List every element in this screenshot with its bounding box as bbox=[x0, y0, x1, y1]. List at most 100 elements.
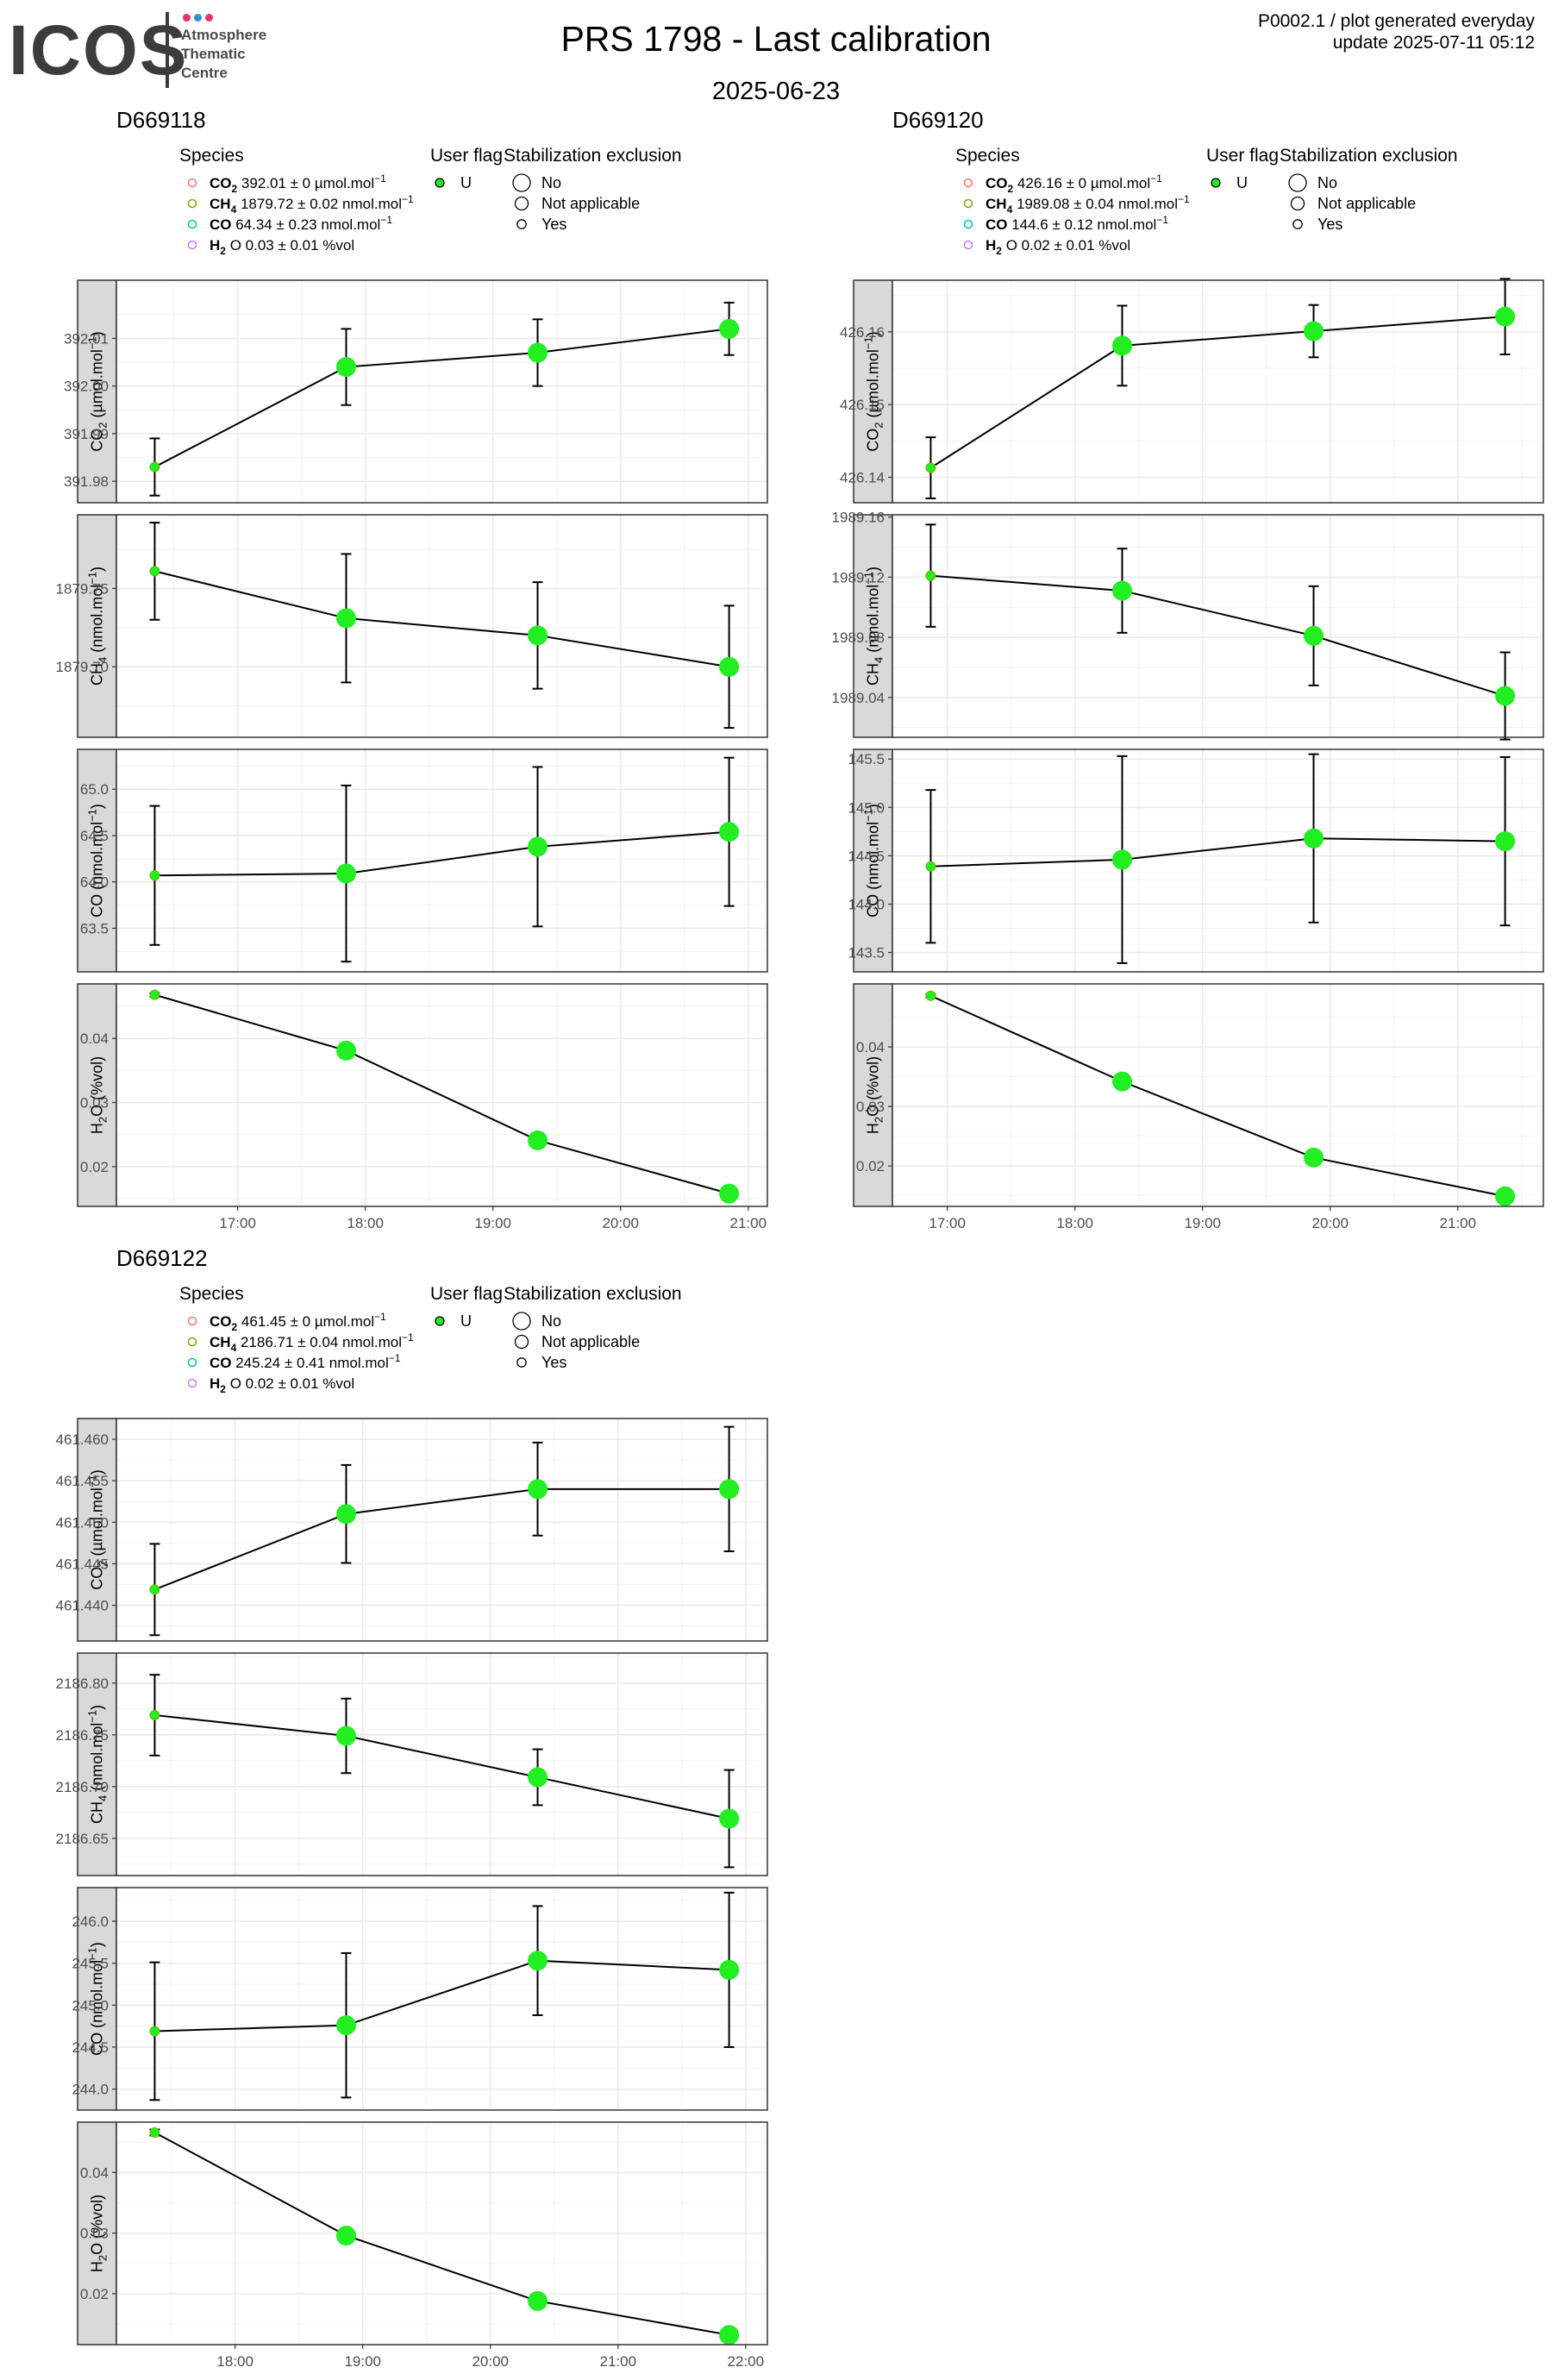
unit-superscript: −1 bbox=[1156, 214, 1168, 226]
y-tick-label: 0.03 bbox=[80, 1095, 109, 1112]
species-entry: CO 245.24 ± 0.41 nmol.mol−1 bbox=[210, 1352, 401, 1371]
species-key bbox=[187, 240, 197, 250]
species-value: 461.45 ± 0 µmol.mol bbox=[237, 1313, 374, 1330]
y-tick-label: 144.0 bbox=[848, 896, 885, 912]
user-flag-legend-title: User flag bbox=[1206, 146, 1279, 166]
species-entry: CO 64.34 ± 0.23 nmol.mol−1 bbox=[210, 214, 392, 233]
stabilization-entry: No bbox=[1317, 174, 1337, 191]
species-entry: CH4 1879.72 ± 0.02 nmol.mol−1 bbox=[210, 193, 414, 216]
user-flag-legend: User flag U bbox=[1206, 146, 1279, 191]
data-point bbox=[1495, 1186, 1516, 1206]
ylabel-subscript: 2 bbox=[97, 422, 110, 428]
device-title: D669118 bbox=[116, 107, 206, 133]
species-subscript: 2 bbox=[1008, 183, 1014, 195]
species-value: 2186.71 ± 0.04 nmol.mol bbox=[236, 1334, 402, 1350]
species-subscript: 4 bbox=[231, 204, 237, 216]
stabilization-key bbox=[514, 196, 529, 211]
ylabel-species: H bbox=[89, 2261, 106, 2272]
ylabel-superscript: −1 bbox=[86, 572, 99, 585]
data-point bbox=[719, 1959, 740, 1980]
y-tick-label: 0.04 bbox=[80, 1030, 109, 1047]
ylabel-superscript: −1 bbox=[862, 336, 875, 349]
y-tick-label: 391.98 bbox=[64, 473, 109, 490]
species-key bbox=[187, 1378, 197, 1388]
y-tick-label: 1879.75 bbox=[56, 580, 109, 597]
panel-strip bbox=[77, 748, 117, 973]
species-value: 1989.08 ± 0.04 nmol.mol bbox=[1012, 196, 1178, 212]
panel-co2: CO2 (µmol.mol−1) 426.14 426.15 426.16 bbox=[840, 278, 1544, 504]
ylabel-unit: (µmol.mol bbox=[865, 349, 882, 422]
data-point bbox=[719, 318, 740, 339]
species-key bbox=[187, 198, 197, 209]
ylabel-unit: O (%vol) bbox=[89, 2195, 106, 2255]
ylabel-superscript: −1 bbox=[86, 1475, 99, 1488]
panel-ylabel: CH4 (nmol.mol−1) bbox=[86, 567, 110, 686]
y-tick-label: 0.02 bbox=[80, 1159, 109, 1175]
ylabel-superscript: −1 bbox=[86, 1947, 99, 1960]
panel-h2o: H2O (%vol) 0.02 0.03 0.04 18:00 19:00 20:00 21:… bbox=[77, 2121, 768, 2370]
y-tick-label: 244.5 bbox=[72, 2039, 109, 2056]
ylabel-subscript: 4 bbox=[97, 1795, 110, 1801]
species-key bbox=[187, 1337, 197, 1347]
data-point bbox=[528, 1130, 548, 1150]
species-subscript: 2 bbox=[220, 1383, 226, 1395]
stabilization-entry: Not applicable bbox=[541, 195, 640, 212]
user-flag-key bbox=[1211, 178, 1221, 188]
ylabel-subscript: 4 bbox=[873, 657, 886, 663]
ylabel-close: ) bbox=[89, 804, 106, 809]
y-tick-label: 0.04 bbox=[856, 1039, 885, 1055]
y-tick-label: 2186.65 bbox=[56, 1831, 109, 1847]
stabilization-key bbox=[514, 1334, 529, 1350]
y-tick-label: 2186.75 bbox=[56, 1727, 109, 1744]
species-name: CO bbox=[210, 175, 232, 191]
panel-strip bbox=[853, 983, 893, 1207]
species-subscript: 2 bbox=[232, 183, 238, 195]
plot-background bbox=[892, 280, 1543, 503]
species-value: 426.16 ± 0 µmol.mol bbox=[1013, 175, 1150, 191]
data-point bbox=[1304, 1147, 1324, 1168]
stabilization-key bbox=[1288, 173, 1307, 192]
data-point bbox=[335, 1726, 356, 1746]
ylabel-subscript: 4 bbox=[97, 657, 110, 663]
user-flag-legend: User flag U bbox=[430, 1284, 503, 1330]
stabilization-key bbox=[1292, 219, 1303, 229]
user-flag-value: U bbox=[1236, 174, 1248, 191]
species-key bbox=[187, 1357, 197, 1368]
data-point bbox=[149, 870, 160, 881]
data-point bbox=[1495, 686, 1516, 706]
stabilization-legend-title: Stabilization exclusion bbox=[504, 1284, 682, 1304]
panel-co2: CO2 (µmol.mol−1) 461.440 461.445 461.450 461… bbox=[56, 1418, 768, 1642]
panel-h2o: H2O (%vol) 0.02 0.03 0.04 17:00 18:00 19:00 20:… bbox=[853, 983, 1544, 1231]
ylabel-species: CO bbox=[89, 894, 106, 918]
ylabel-close: ) bbox=[89, 567, 106, 572]
data-point bbox=[925, 861, 936, 872]
plot-background bbox=[892, 515, 1543, 737]
y-tick-label: 461.460 bbox=[56, 1431, 109, 1448]
ylabel-close: ) bbox=[89, 1469, 106, 1475]
unit-superscript: −1 bbox=[1178, 193, 1190, 205]
x-tick-label: 20:00 bbox=[602, 1215, 639, 1231]
panel-strip bbox=[853, 279, 893, 504]
panel-co2: CO2 (µmol.mol−1) 391.98 391.99 392.00 392.01 bbox=[64, 279, 768, 504]
y-tick-label: 64.5 bbox=[80, 828, 109, 844]
stabilization-key bbox=[512, 1312, 531, 1331]
species-key bbox=[187, 219, 197, 229]
ylabel-superscript: −1 bbox=[862, 572, 875, 585]
species-name: CO bbox=[210, 216, 232, 233]
data-point bbox=[335, 1040, 356, 1061]
y-tick-label: 245.0 bbox=[72, 1997, 109, 2014]
ylabel-unit: (nmol.mol bbox=[865, 822, 882, 894]
ylabel-unit: (µmol.mol bbox=[89, 1488, 106, 1560]
data-point bbox=[719, 822, 740, 842]
y-tick-label: 0.02 bbox=[856, 1158, 885, 1174]
data-point bbox=[925, 462, 936, 473]
ylabel-species: H bbox=[865, 1123, 882, 1134]
y-tick-label: 245.5 bbox=[72, 1956, 109, 1972]
plot-background bbox=[116, 280, 767, 503]
plot-background bbox=[892, 984, 1543, 1206]
plot-background bbox=[116, 1653, 767, 1876]
panel-ylabel: H2O (%vol) bbox=[89, 1056, 110, 1134]
page-subtitle: 2025-06-23 bbox=[711, 78, 841, 105]
